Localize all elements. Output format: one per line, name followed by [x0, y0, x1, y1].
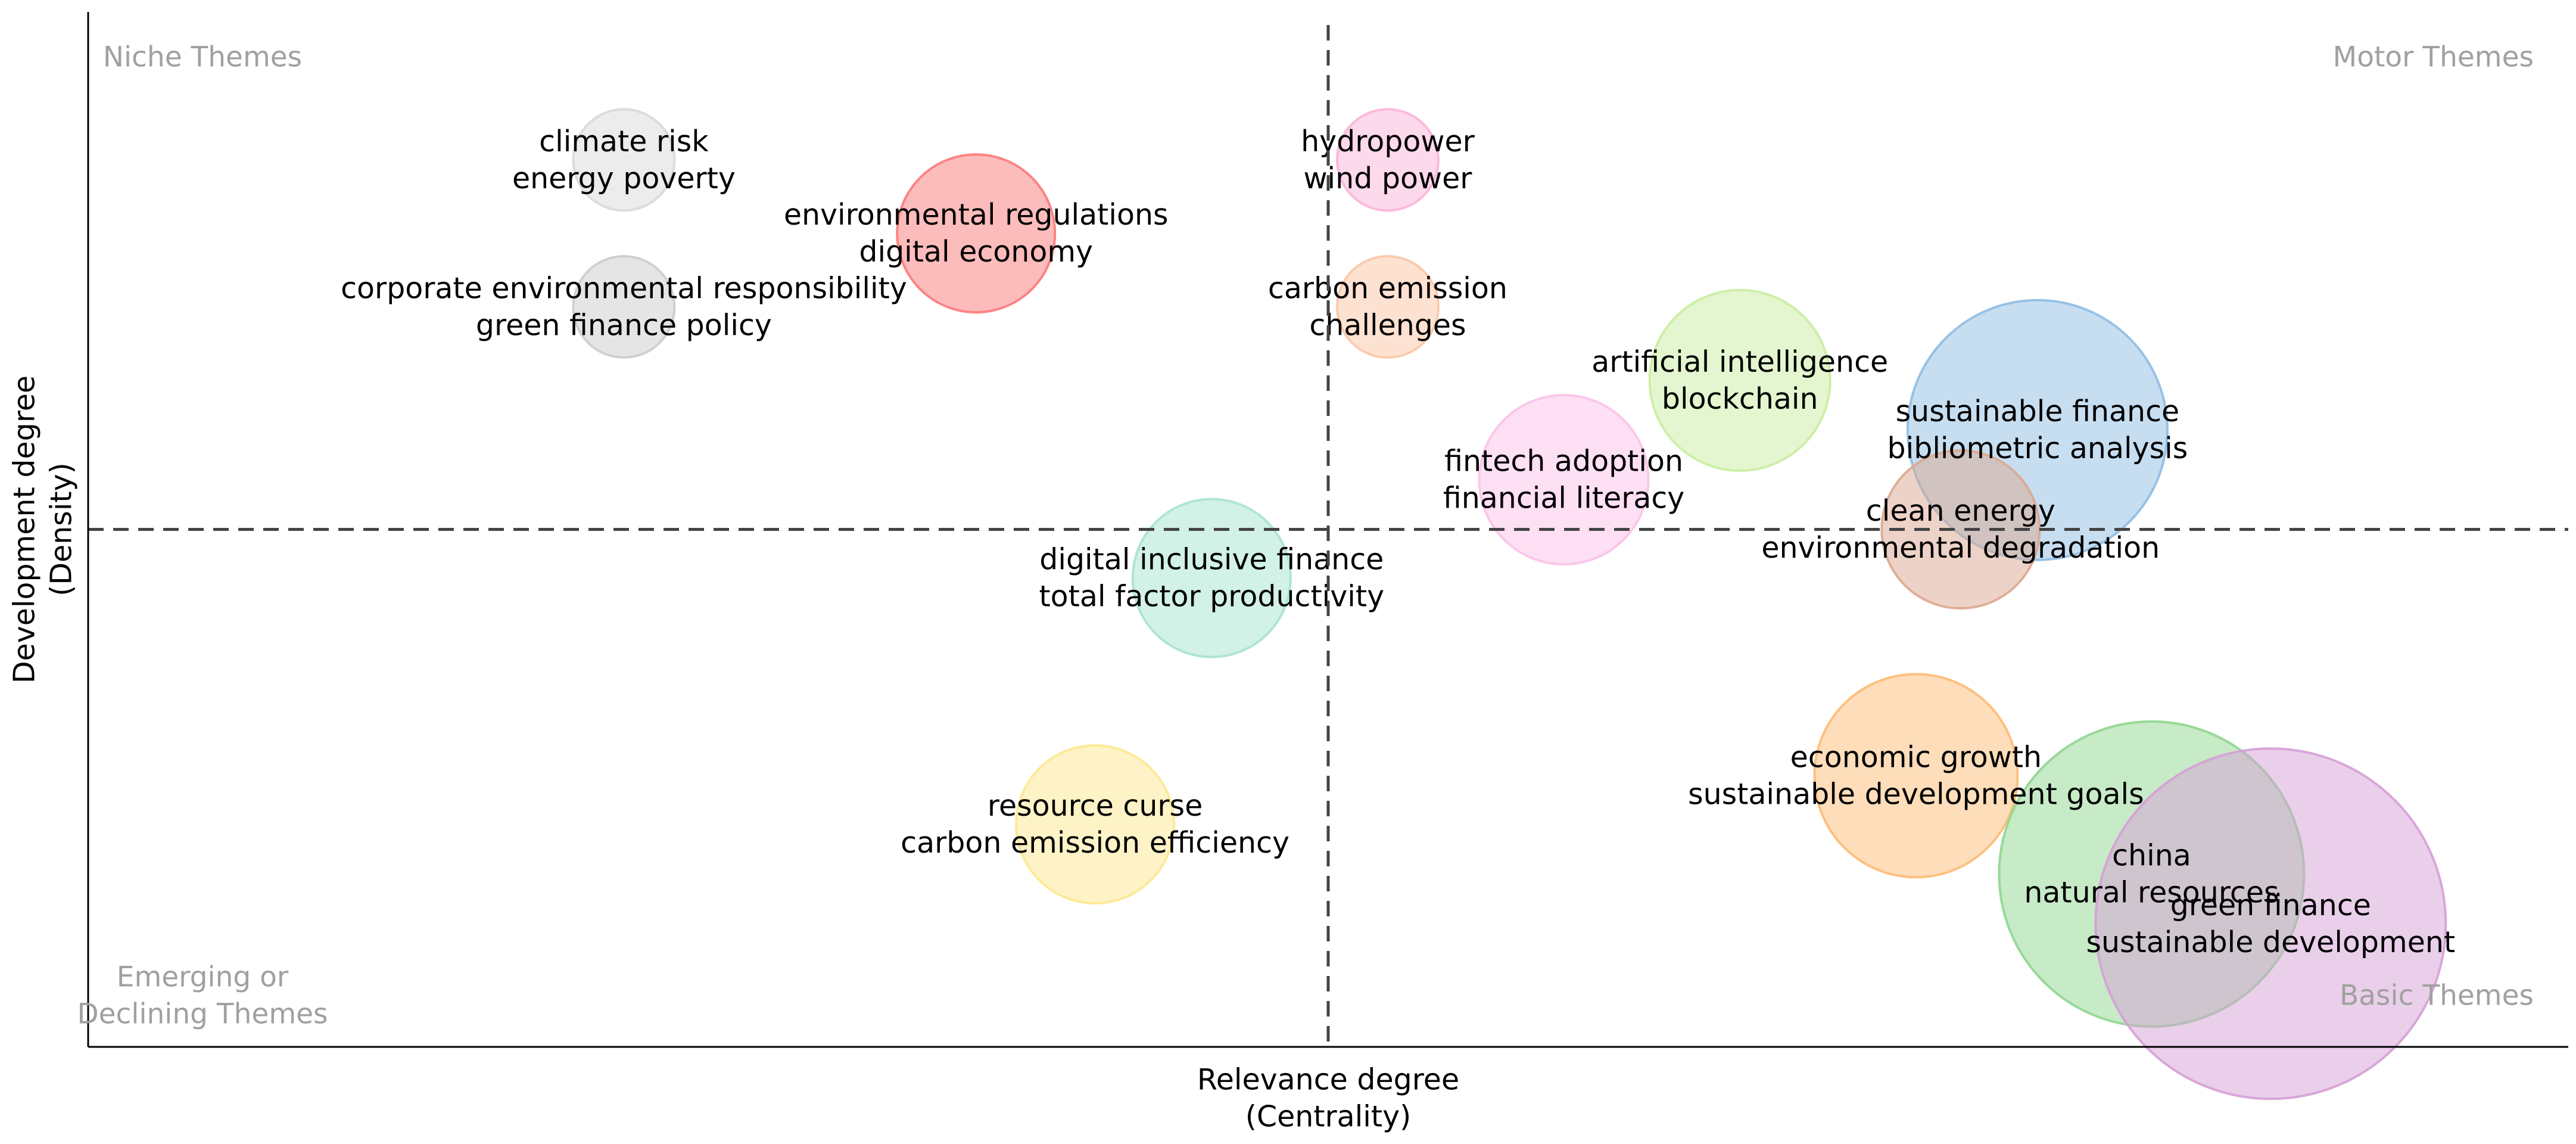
bubble-hydropower: [1335, 108, 1440, 212]
bubble-label-artificial-intelligence-line: blockchain: [1662, 382, 1818, 416]
bubble-label-carbon-emission: carbon emission challenges: [1268, 272, 1507, 343]
quadrant-label-basic-themes-line: Basic Themes: [2340, 980, 2534, 1012]
bubble-label-green-finance-line: sustainable development: [2086, 925, 2455, 959]
bubble-label-environmental-regulations-line: digital economy: [859, 235, 1093, 269]
bubble-label-economic-growth-line: economic growth: [1790, 740, 2042, 774]
bubble-label-environmental-regulations-line: environmental regulations: [784, 198, 1169, 232]
quadrant-label-motor-themes-line: Motor Themes: [2333, 41, 2534, 74]
quadrant-label-emerging-declining-themes-line: Declining Themes: [77, 998, 328, 1031]
bubble-label-economic-growth: economic growth sustainable development g…: [1688, 740, 2144, 811]
bubble-climate-risk: [572, 108, 676, 212]
bubble-label-fintech-adoption-line: fintech adoption: [1444, 444, 1683, 478]
bubble-label-digital-inclusive-finance-line: total factor productivity: [1039, 580, 1384, 614]
bubble-label-digital-inclusive-finance-line: digital inclusive finance: [1039, 543, 1384, 577]
bubble-label-environmental-regulations: environmental regulations digital economy: [784, 198, 1169, 269]
bubble-label-resource-curse: resource curse carbon emission efficiency: [901, 789, 1289, 860]
bubble-economic-growth: [1813, 673, 2019, 879]
bubble-label-resource-curse-line: carbon emission efficiency: [901, 826, 1289, 860]
quadrant-label-motor-themes: Motor Themes: [2333, 41, 2534, 74]
y-axis-title-line: (Density): [45, 462, 79, 596]
bubble-label-clean-energy-line: environmental degradation: [1761, 531, 2160, 565]
bubbles-layer: [572, 108, 2447, 1101]
bubble-label-green-finance: green finance sustainable development: [2086, 888, 2455, 959]
bubble-label-climate-risk: climate risk energy poverty: [512, 125, 736, 195]
bubble-label-corporate-environmental-responsibility: corporate environmental responsibility gr…: [341, 272, 907, 343]
bubble-corporate-environmental-responsibility: [572, 255, 676, 359]
x-axis-title-line: Relevance degree: [1197, 1063, 1459, 1097]
bubble-green-finance: [2094, 747, 2447, 1101]
quadrant-label-niche-themes-line: Niche Themes: [103, 41, 302, 74]
quadrant-label-emerging-declining-themes: Emerging or Declining Themes: [77, 961, 328, 1031]
bubble-label-sustainable-finance: sustainable finance bibliometric analysis: [1887, 394, 2188, 465]
quadrant-label-niche-themes: Niche Themes: [103, 41, 302, 74]
bubble-label-green-finance-line: green finance: [2170, 888, 2371, 922]
bubble-label-digital-inclusive-finance: digital inclusive finance total factor pr…: [1039, 543, 1384, 614]
bubble-label-corporate-environmental-responsibility-line: corporate environmental responsibility: [341, 272, 907, 306]
bubble-label-china: china natural resources: [2024, 838, 2279, 909]
bubble-label-climate-risk-line: energy poverty: [512, 161, 736, 195]
labels-layer: climate risk energy poverty hydropower wind…: [341, 125, 2455, 959]
quadrant-label-emerging-declining-themes-line: Emerging or: [117, 961, 289, 994]
bubble-label-climate-risk-line: climate risk: [539, 125, 709, 158]
bubble-fintech-adoption: [1478, 394, 1650, 566]
y-axis-title: Development degree (Density): [8, 375, 79, 683]
bubble-digital-inclusive-finance: [1131, 498, 1292, 658]
bubble-label-economic-growth-line: sustainable development goals: [1688, 777, 2144, 811]
bubble-label-resource-curse-line: resource curse: [988, 789, 1203, 823]
bubble-label-carbon-emission-line: carbon emission: [1268, 272, 1507, 306]
bubble-label-hydropower-line: hydropower: [1301, 125, 1475, 158]
bubble-carbon-emission: [1335, 255, 1440, 359]
bubble-resource-curse: [1015, 744, 1176, 905]
x-axis-title-line: (Centrality): [1245, 1100, 1411, 1134]
bubble-label-china-line: china: [2112, 838, 2191, 872]
bubble-label-fintech-adoption: fintech adoption financial literacy: [1443, 444, 1684, 515]
x-axis-title: Relevance degree (Centrality): [1197, 1063, 1459, 1134]
bubble-label-sustainable-finance-line: bibliometric analysis: [1887, 431, 2188, 465]
bubble-label-carbon-emission-line: challenges: [1309, 309, 1466, 343]
bubble-label-clean-energy-line: clean energy: [1866, 494, 2055, 528]
bubble-label-artificial-intelligence-line: artificial intelligence: [1591, 345, 1888, 379]
y-axis-title-line: Development degree: [8, 375, 42, 683]
bubble-environmental-regulations: [896, 153, 1057, 314]
quadrant-label-basic-themes: Basic Themes: [2340, 980, 2534, 1012]
bubble-label-sustainable-finance-line: sustainable finance: [1896, 394, 2180, 428]
bubble-label-corporate-environmental-responsibility-line: green finance policy: [476, 309, 772, 343]
bubble-label-clean-energy: clean energy environmental degradation: [1761, 494, 2160, 565]
bubble-label-hydropower-line: wind power: [1303, 161, 1472, 195]
bubble-label-fintech-adoption-line: financial literacy: [1443, 481, 1684, 515]
bubble-label-china-line: natural resources: [2024, 875, 2279, 909]
bubble-label-artificial-intelligence: artificial intelligence blockchain: [1591, 345, 1888, 416]
bubble-label-hydropower: hydropower wind power: [1301, 125, 1475, 195]
bubble-artificial-intelligence: [1648, 288, 1831, 472]
